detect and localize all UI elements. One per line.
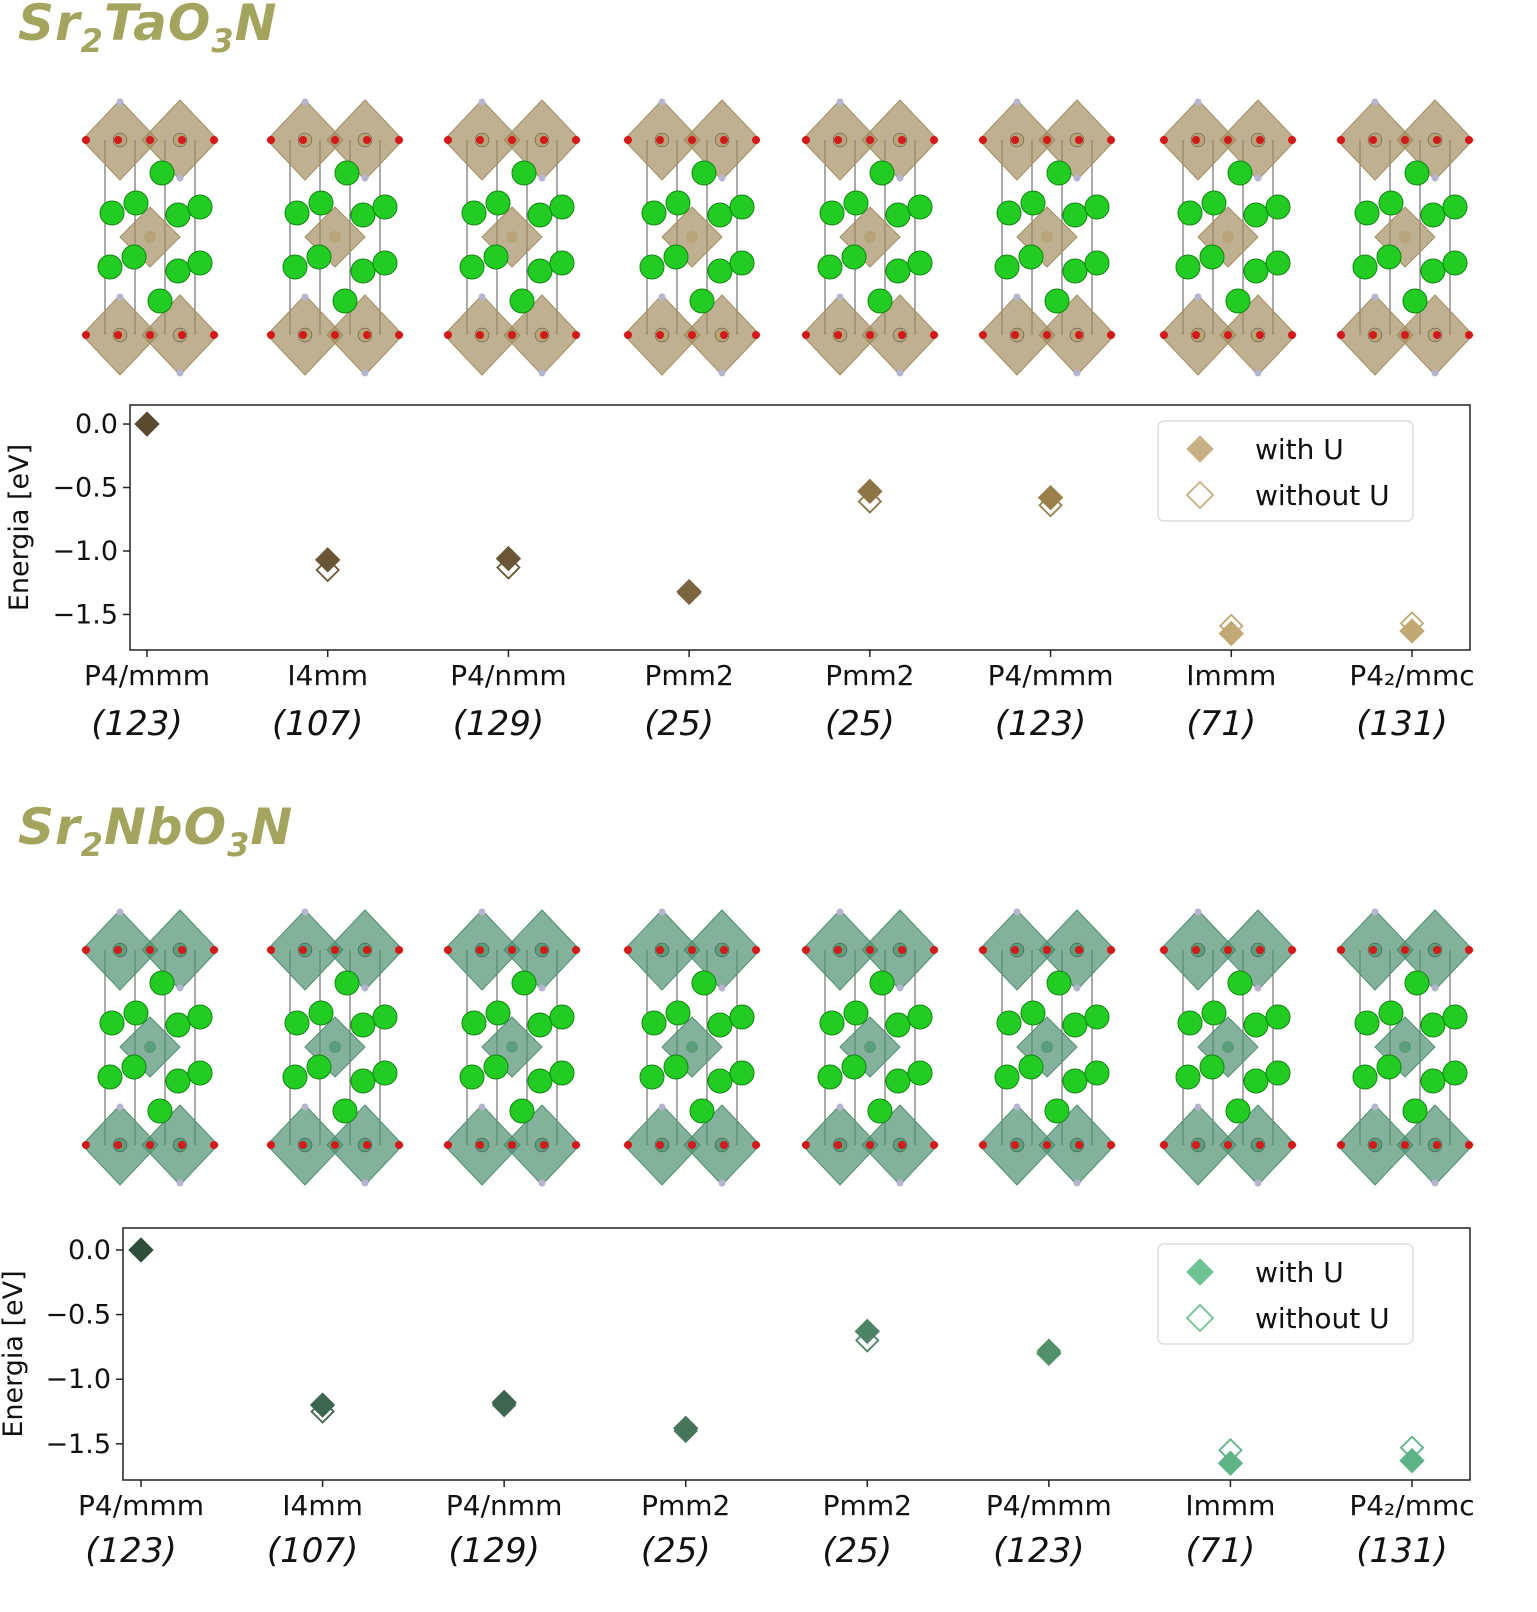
x-tick-sublabel: (129) [448,1531,539,1571]
marker-with-u [1399,618,1425,644]
marker-with-u [491,1389,517,1416]
x-tick-sublabel: (71) [1186,1531,1256,1571]
marker-with-u [857,478,883,505]
x-tick-sublabel: (107) [267,1531,358,1571]
x-tick-label: P4/mmm [988,659,1114,692]
x-tick-label: P4/nmm [450,659,566,692]
y-tick-label: −1.0 [52,536,118,567]
x-tick-sublabel: (25) [644,704,714,744]
marker-with-u [1037,484,1064,511]
y-axis-label: Energia [eV] [0,1270,29,1437]
x-tick-label: I4mm [282,1489,363,1522]
structure-6 [978,98,1116,377]
y-tick-label: −0.5 [52,473,118,504]
x-tick-label: P4₂/mmc [1349,659,1474,692]
marker-with-u [676,578,702,605]
structure-7 [1159,98,1297,377]
legend-label-with-u: with U [1255,1256,1344,1289]
structure-8 [1336,908,1474,1187]
marker-with-u [1217,1450,1244,1476]
x-tick-label: Pmm2 [645,659,734,692]
x-tick-sublabel: (71) [1186,704,1256,744]
x-tick-sublabel: (123) [91,704,182,744]
marker-with-u [1399,1447,1425,1474]
structure-4 [623,98,761,377]
marker-with-u [854,1318,880,1345]
structure-1 [81,908,219,1187]
marker-with-u [315,547,341,573]
legend-box [1157,1243,1414,1345]
structure-5 [801,908,939,1187]
x-tick-sublabel: (123) [85,1531,176,1571]
x-tick-sublabel: (25) [641,1531,711,1571]
structure-2 [266,98,404,377]
marker-with-u [1036,1340,1062,1367]
x-tick-label: Pmm2 [825,659,914,692]
x-tick-label: I4mm [287,659,368,692]
y-tick-label: 0.0 [75,409,118,440]
structure-1 [81,98,219,377]
x-tick-sublabel: (25) [825,704,895,744]
structure-8 [1336,98,1474,377]
x-tick-label: P4/mmm [986,1489,1112,1522]
marker-with-u [673,1415,699,1442]
x-tick-sublabel: (25) [822,1531,892,1571]
legend-label-without-u: without U [1255,479,1390,512]
y-tick-label: −1.5 [52,599,118,630]
x-tick-label: Immm [1186,659,1276,692]
y-tick-label: 0.0 [68,1235,111,1266]
structure-5 [801,98,939,377]
x-tick-label: Pmm2 [641,1489,730,1522]
energy-chart-1: 0.0 −0.5 −1.0 −1.5 Energia [eV] P4/mmm (123) I4… [4,404,1475,744]
x-tick-label: Pmm2 [823,1489,912,1522]
marker-with-u [1218,620,1244,647]
y-tick-label: −0.5 [45,1300,111,1331]
x-tick-sublabel: (131) [1356,704,1447,744]
x-tick-sublabel: (123) [993,1531,1084,1571]
x-tick-sublabel: (131) [1356,1531,1447,1571]
legend-label-with-u: with U [1255,433,1344,466]
plot-frame [122,1227,1471,1481]
x-tick-label: P4/mmm [78,1489,204,1522]
x-tick-label: Immm [1185,1489,1275,1522]
structure-3 [443,98,581,377]
y-tick-label: −1.5 [45,1429,111,1460]
structure-4 [623,908,761,1187]
structure-7 [1159,908,1297,1187]
formula-title-1: Sr2TaO3N [18,0,278,60]
y-tick-label: −1.0 [45,1364,111,1395]
marker-with-u [309,1392,336,1418]
legend-marker-with-u [1186,435,1214,463]
x-tick-sublabel: (123) [995,704,1086,744]
x-tick-label: P4/mmm [84,659,210,692]
legend-box [1157,420,1414,522]
crystal-structures-row-2 [81,908,1474,1187]
x-tick-sublabel: (107) [272,704,363,744]
energy-chart-2: 0.0 −0.5 −1.0 −1.5 Energia [eV] P4/mmm (123) I4… [0,1227,1475,1571]
marker-with-u [134,411,160,437]
legend-label-without-u: without U [1255,1302,1390,1335]
marker-with-u [495,545,522,572]
legend-marker-without-u [1185,1303,1215,1333]
structure-2 [266,908,404,1187]
formula-title-2: Sr2NbO3N [18,798,294,864]
x-tick-label: P4/nmm [446,1489,562,1522]
x-tick-label: P4₂/mmc [1349,1489,1474,1522]
structure-3 [443,908,581,1187]
legend-marker-with-u [1186,1258,1214,1286]
y-axis-label: Energia [eV] [4,444,35,611]
legend-marker-without-u [1185,480,1215,510]
plot-frame [129,404,1471,651]
x-tick-sublabel: (129) [453,704,544,744]
structure-6 [978,908,1116,1187]
marker-with-u [128,1237,154,1263]
crystal-structures-row-1 [81,98,1474,377]
